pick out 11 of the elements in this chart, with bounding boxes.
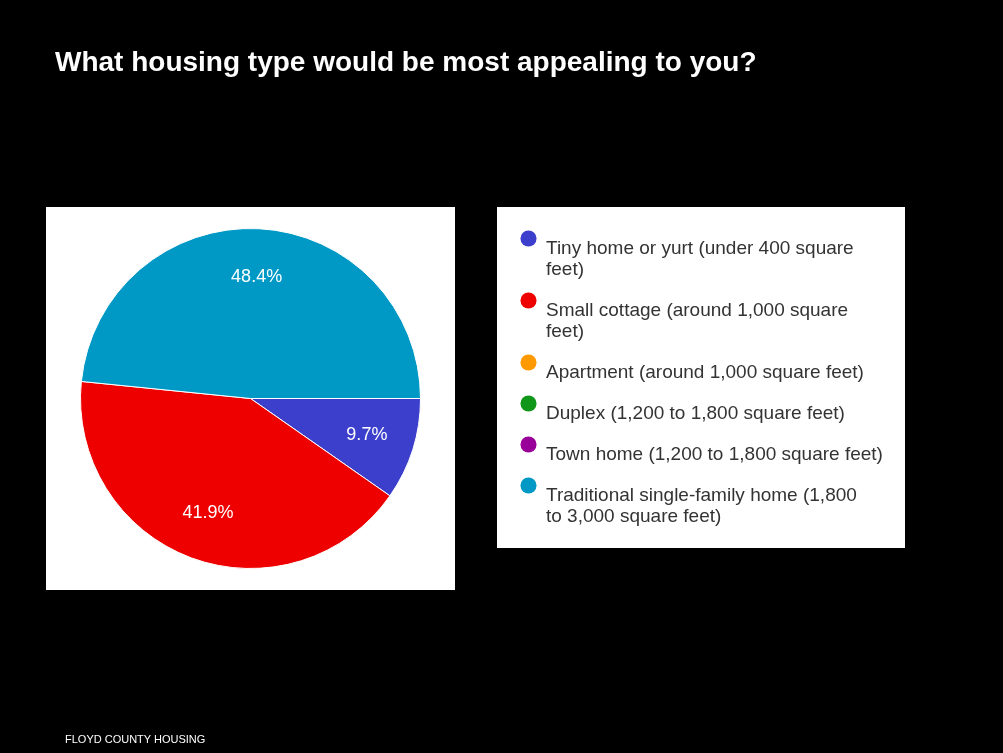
legend-label: Traditional single-family home (1,800 to 3,000 square feet) <box>546 483 857 526</box>
legend-label: Town home (1,200 to 1,800 square feet) <box>546 442 883 464</box>
data-label: 48.4% <box>231 265 283 286</box>
legend-label: Tiny home or yurt (under 400 square feet) <box>546 236 854 279</box>
chart-title: What housing type would be most appealing to you? <box>55 46 757 77</box>
legend-label: Duplex (1,200 to 1,800 square feet) <box>546 401 845 423</box>
text: FLOYD COUNTY HOUSING <box>65 733 206 745</box>
data-label: 41.9% <box>182 501 234 522</box>
legend-label: Apartment (around 1,000 square feet) <box>546 360 864 382</box>
data-label: 9.7% <box>346 424 388 445</box>
legend-label: Small cottage (around 1,000 square feet) <box>546 298 849 341</box>
